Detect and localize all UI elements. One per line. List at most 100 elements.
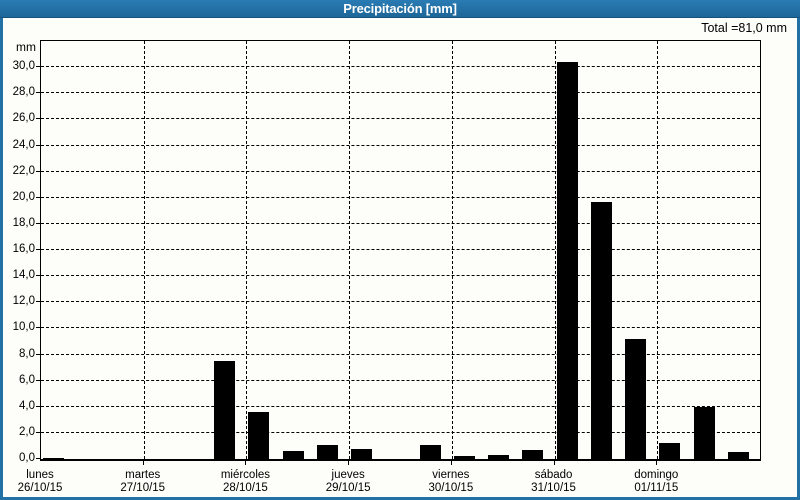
precipitation-bar (693, 406, 715, 459)
precipitation-bar (556, 61, 578, 459)
x-axis-tick (553, 461, 555, 465)
x-axis-tick (656, 461, 658, 465)
gridline-vertical (451, 41, 453, 459)
y-axis-tick-label: 12,0 (12, 295, 35, 308)
y-axis-tick (36, 431, 40, 433)
y-axis-tick (36, 379, 40, 381)
precipitation-bar (316, 444, 338, 459)
y-axis-tick (36, 196, 40, 198)
y-axis-tick-label: 10,0 (12, 321, 35, 334)
gridline-vertical (657, 41, 659, 459)
y-axis-tick (36, 327, 40, 329)
precipitation-bar (43, 457, 64, 459)
precipitation-bar (625, 338, 647, 459)
day-name-label: sábado (534, 469, 573, 481)
precipitation-bar (419, 444, 441, 459)
y-axis-unit-label: mm (16, 40, 36, 54)
y-axis-tick-label: 28,0 (12, 86, 35, 99)
y-axis-tick (36, 458, 40, 459)
gridline-horizontal (41, 66, 760, 68)
gridline-horizontal (41, 249, 760, 250)
precipitation-bar (453, 456, 475, 459)
x-axis-day-label: martes 27/10/15 (98, 469, 188, 495)
day-name-label: miércoles (220, 469, 271, 481)
x-axis-day-label: miércoles 28/10/15 (200, 469, 290, 495)
day-name-label: martes (125, 469, 161, 481)
y-axis-tick (36, 301, 40, 303)
y-axis-tick-label: 8,0 (19, 347, 35, 360)
gridline-horizontal (41, 144, 760, 146)
day-date-label: 27/10/15 (120, 482, 166, 494)
precipitation-bar (214, 361, 236, 459)
x-axis-tick (348, 461, 350, 465)
chart-title: Precipitación [mm] (343, 1, 457, 16)
y-axis-tick-label: 0,0 (19, 452, 35, 464)
y-axis-tick-label: 16,0 (12, 243, 35, 255)
gridline-horizontal (41, 301, 760, 303)
y-axis-tick-label: 24,0 (12, 138, 35, 151)
y-axis-tick-label: 26,0 (12, 112, 35, 125)
precipitation-bar (488, 455, 510, 459)
x-axis-day-label: jueves 29/10/15 (303, 469, 393, 495)
precipitation-bar (590, 201, 612, 459)
precipitation-bar (727, 452, 749, 459)
y-axis-tick (36, 353, 40, 355)
gridline-vertical (246, 41, 248, 459)
x-axis-day-label: viernes 30/10/15 (406, 469, 496, 495)
y-axis-tick-label: 22,0 (12, 164, 35, 177)
gridline-vertical (143, 41, 145, 459)
gridline-horizontal (41, 431, 760, 433)
gridline-horizontal (41, 327, 760, 329)
y-axis-tick (36, 249, 40, 250)
y-axis-tick (36, 66, 40, 68)
y-axis-tick-label: 30,0 (12, 60, 35, 73)
x-axis-tick (142, 461, 144, 465)
gridline-horizontal (41, 118, 760, 120)
x-axis-day-label: lunes 26/10/15 (0, 469, 85, 495)
x-axis-day-label: domingo 01/11/15 (611, 469, 701, 495)
y-axis-tick (36, 170, 40, 172)
plot-area (40, 40, 761, 461)
y-axis-tick (36, 144, 40, 146)
day-date-label: 01/11/15 (634, 482, 679, 494)
y-axis-tick (36, 222, 40, 224)
day-date-label: 30/10/15 (428, 482, 474, 494)
y-axis-tick (36, 92, 40, 94)
y-axis-tick-label: 4,0 (19, 399, 35, 412)
day-date-label: 26/10/15 (17, 482, 63, 494)
gridline-horizontal (41, 379, 760, 381)
y-axis-tick (36, 275, 40, 277)
gridline-vertical (349, 41, 351, 459)
precipitation-bar (248, 411, 270, 459)
gridline-horizontal (41, 405, 760, 407)
gridline-horizontal (41, 170, 760, 172)
precipitation-bar (351, 448, 373, 459)
gridline-horizontal (41, 196, 760, 198)
y-axis-tick-label: 14,0 (12, 269, 35, 282)
day-date-label: 28/10/15 (223, 482, 268, 494)
day-name-label: lunes (26, 469, 54, 481)
total-label: Total =81,0 mm (701, 21, 787, 35)
y-axis-tick (36, 405, 40, 407)
y-axis-tick (36, 118, 40, 120)
day-name-label: viernes (432, 469, 470, 481)
window-titlebar: Precipitación [mm] (0, 0, 800, 18)
day-name-label: domingo (634, 469, 679, 481)
gridline-horizontal (41, 222, 760, 224)
x-axis-tick (245, 461, 247, 465)
day-name-label: jueves (331, 469, 365, 481)
gridline-vertical (554, 41, 556, 459)
day-date-label: 29/10/15 (325, 482, 371, 494)
y-axis-tick-label: 20,0 (12, 190, 35, 203)
precipitation-bar (659, 443, 681, 459)
y-axis-tick-label: 6,0 (19, 373, 35, 386)
gridline-horizontal (41, 353, 760, 355)
day-date-label: 31/10/15 (531, 482, 576, 494)
x-axis-tick (450, 461, 452, 465)
y-axis-tick-label: 18,0 (12, 216, 35, 229)
y-axis-tick-label: 2,0 (19, 425, 35, 438)
gridline-horizontal (41, 275, 760, 277)
precipitation-bar (522, 449, 544, 459)
gridline-horizontal (41, 92, 760, 94)
